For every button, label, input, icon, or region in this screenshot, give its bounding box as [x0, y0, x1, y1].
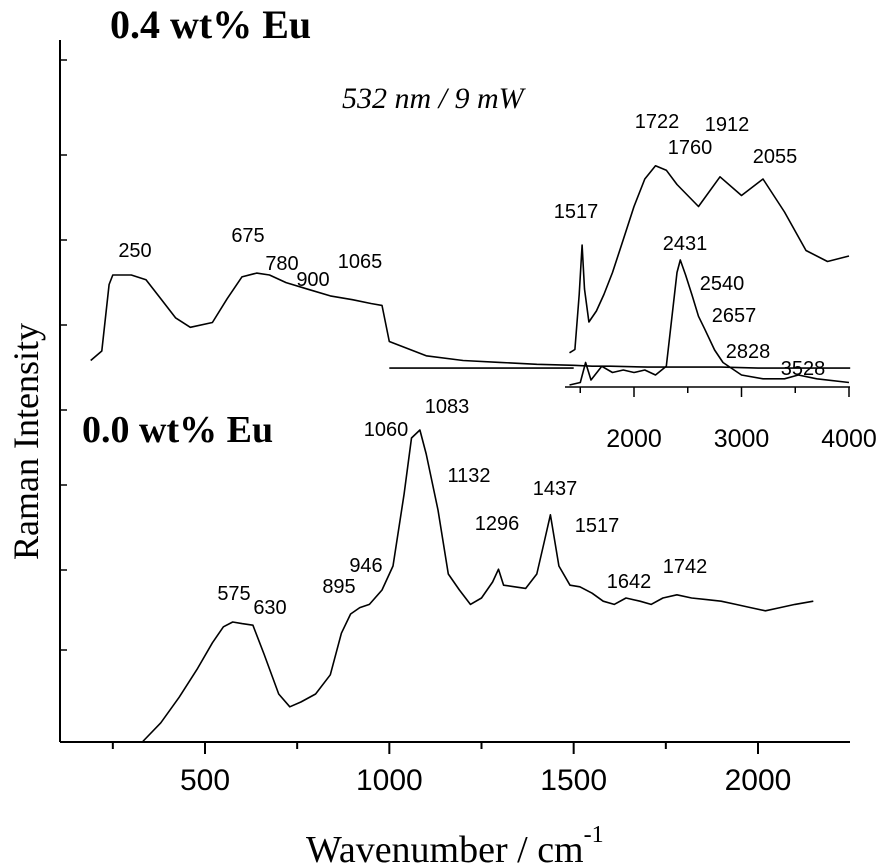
peak-label: 1132 [447, 465, 490, 487]
inset-peak-label: 1760 [668, 137, 713, 159]
main-x-tick-label: 500 [180, 764, 230, 797]
peak-label: 630 [253, 597, 286, 619]
peak-label: 1065 [338, 251, 383, 273]
inset-spectra [569, 165, 850, 386]
inset-lower-line [569, 259, 850, 386]
inset-peak-label: 1722 [635, 111, 680, 133]
peak-label: 900 [296, 269, 329, 291]
inset-x-tick-label: 2000 [606, 425, 662, 453]
inset-x-tick-label: 4000 [821, 425, 877, 453]
main-x-tick-label: 1000 [356, 764, 423, 797]
inset-x-ticks: 2000 3000 4000 [579, 387, 877, 453]
main-x-tick-label: 1500 [540, 764, 607, 797]
series-label-0-0: 0.0 wt% Eu [82, 409, 273, 451]
x-axis-title: Wavenumber / cm-1 [306, 822, 604, 867]
inset-peak-label: 2828 [726, 341, 771, 363]
inset-peak-label: 2055 [753, 146, 798, 168]
series-0-0wt-line [141, 429, 814, 743]
peak-label: 1642 [607, 571, 652, 593]
peak-label: 575 [217, 583, 250, 605]
main-y-ticks [60, 59, 67, 651]
peak-label: 675 [231, 225, 264, 247]
peak-label: 780 [265, 253, 298, 275]
peak-label: 1296 [475, 513, 520, 535]
peak-label: 250 [118, 240, 151, 262]
main-spectra [90, 272, 851, 743]
main-x-tick-label: 2000 [725, 764, 792, 797]
excitation-annotation: 532 nm / 9 mW [342, 82, 527, 115]
inset-peak-label: 1517 [554, 201, 599, 223]
peak-label: 1437 [533, 478, 578, 500]
series-label-0-4: 0.4 wt% Eu [110, 2, 311, 47]
peak-label: 1083 [425, 396, 470, 418]
main-x-ticks: 500 1000 1500 2000 [111, 742, 792, 797]
peak-label: 946 [349, 555, 382, 577]
inset-peak-label: 2540 [700, 273, 745, 295]
x-axis-title-sup: -1 [584, 822, 604, 848]
inset-upper-line [569, 165, 850, 354]
x-axis-title-main: Wavenumber / cm [306, 829, 584, 867]
inset-peak-label: 1912 [705, 114, 750, 136]
peak-label: 1742 [663, 556, 708, 578]
y-axis-title: Raman Intensity [6, 323, 46, 560]
peak-label: 895 [322, 576, 355, 598]
series-0-4wt-line [90, 272, 851, 369]
peak-label: 1517 [575, 515, 620, 537]
inset-peak-label: 3528 [781, 358, 826, 380]
inset-peak-label: 2431 [663, 233, 708, 255]
peak-label: 1060 [364, 419, 409, 441]
inset-x-tick-label: 3000 [714, 425, 770, 453]
inset-peak-label: 2657 [712, 305, 757, 327]
